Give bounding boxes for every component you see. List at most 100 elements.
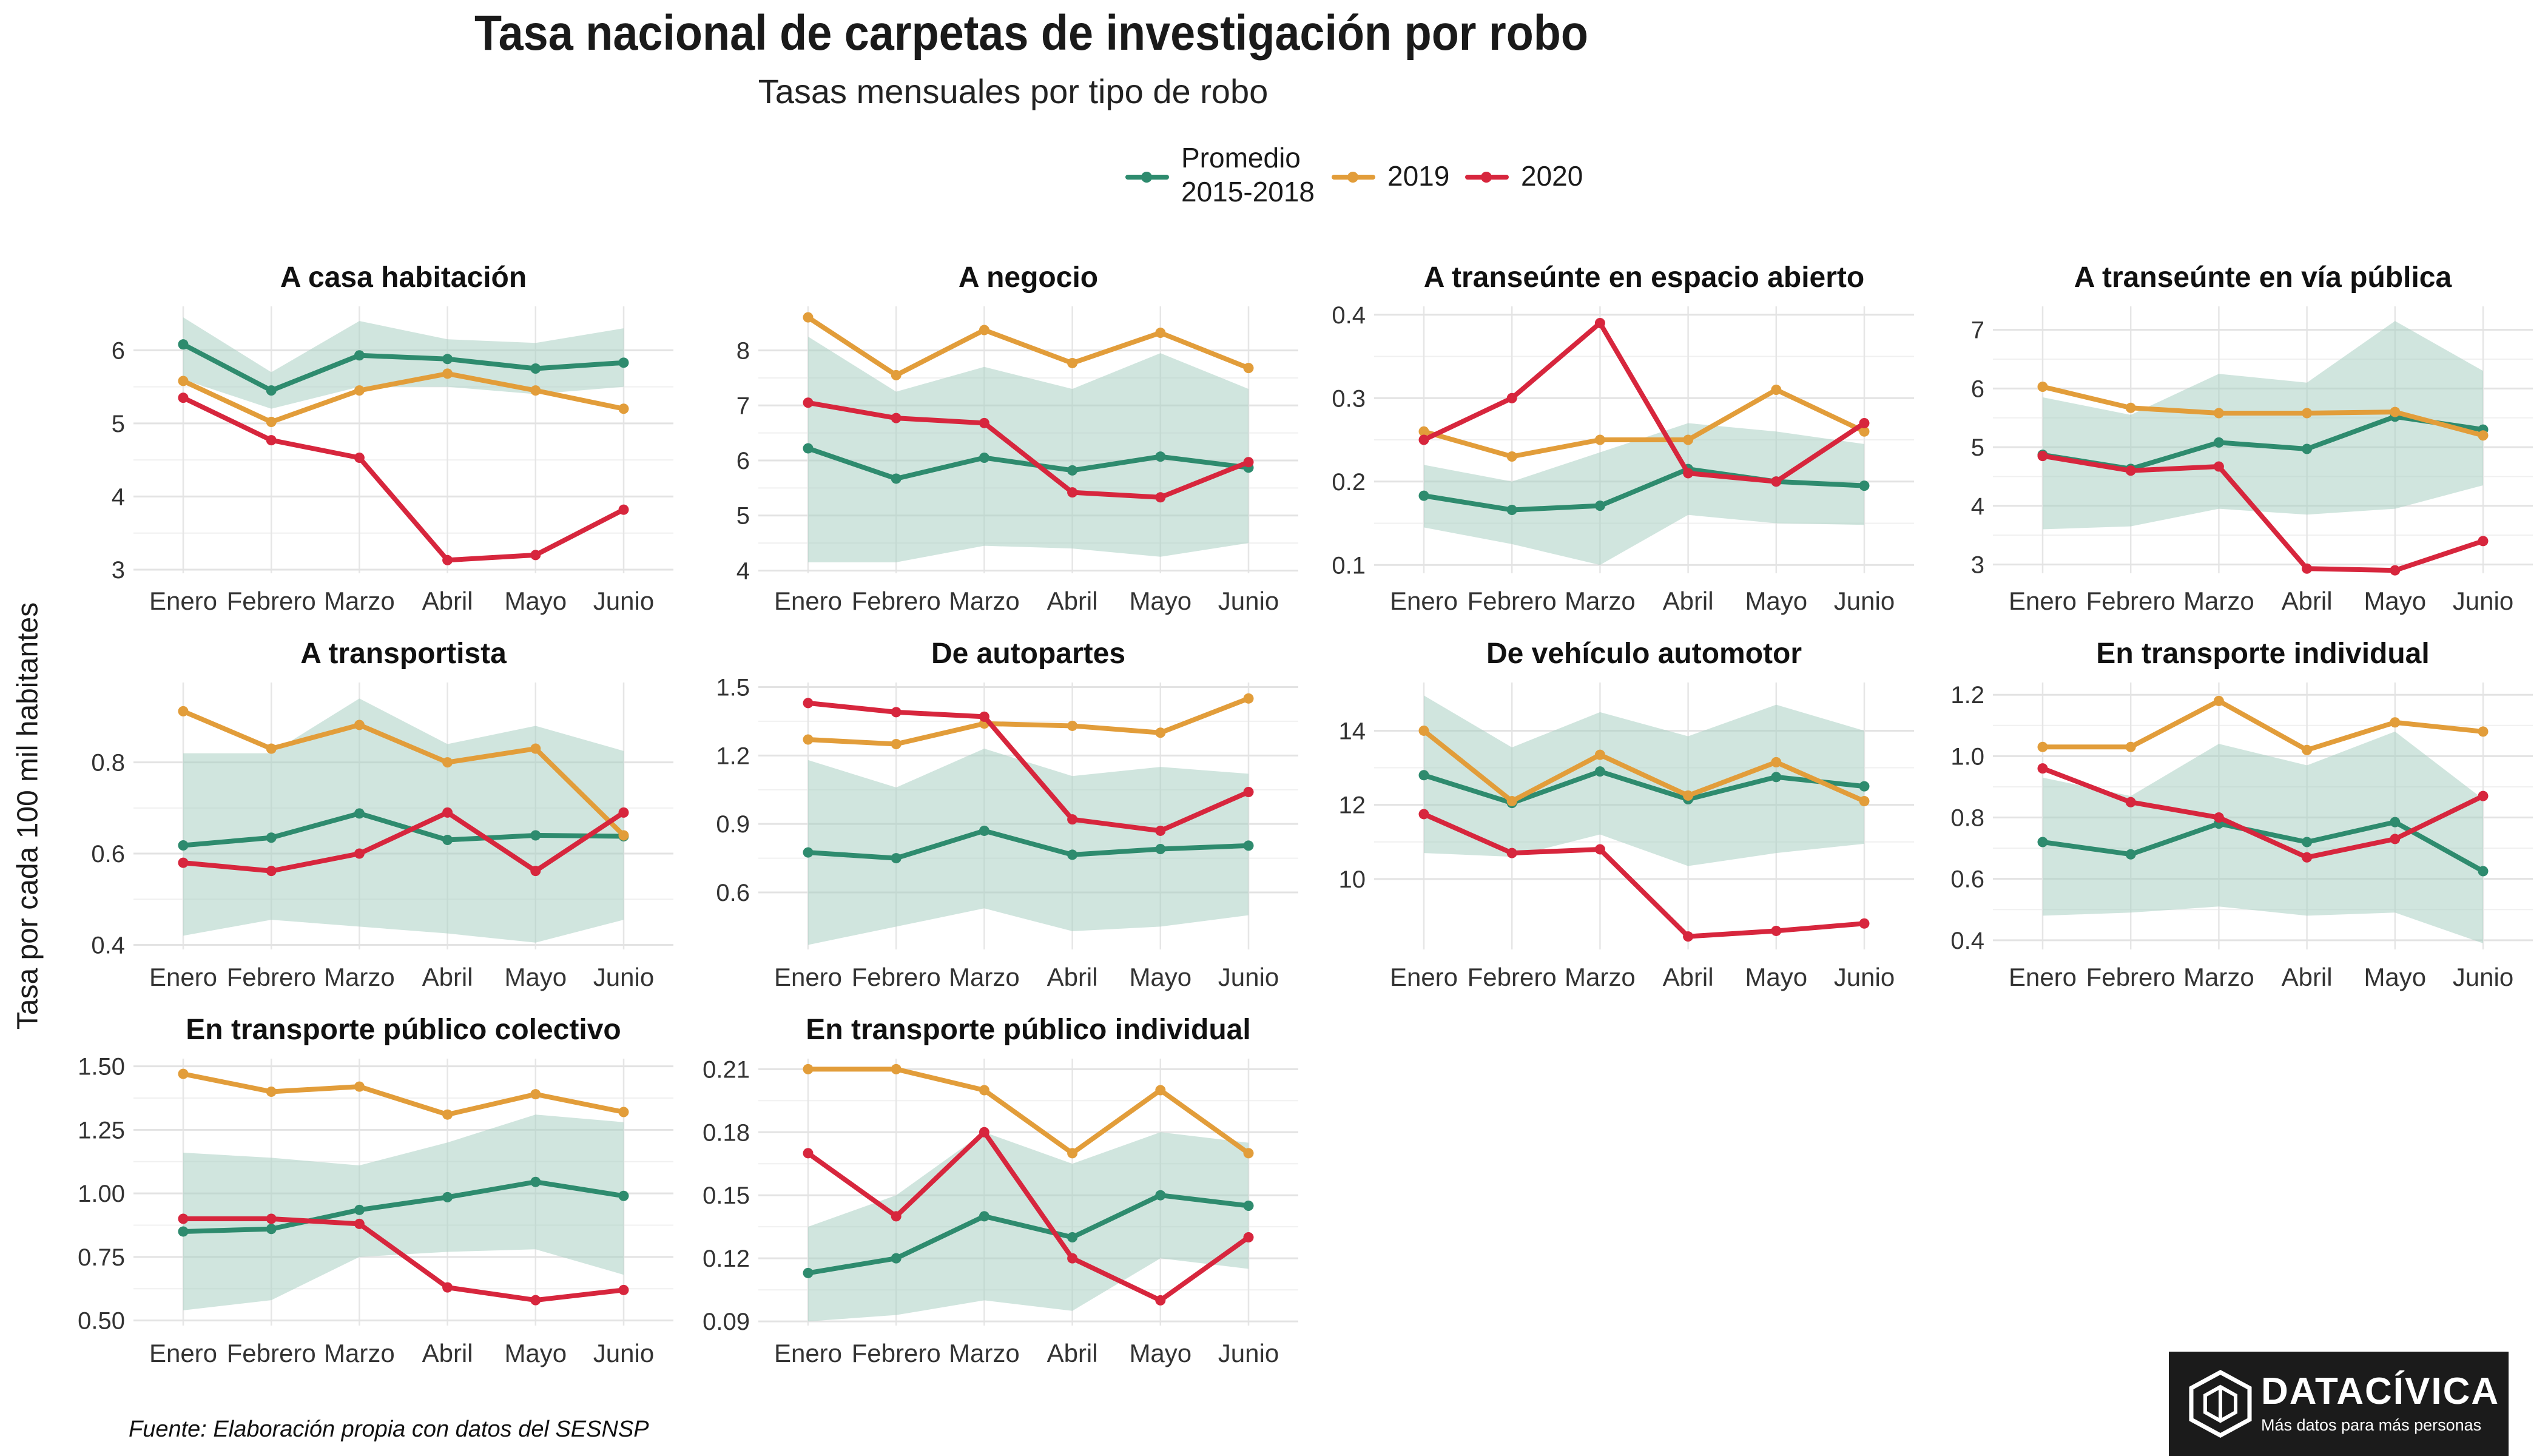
data-point-promedio bbox=[1859, 480, 1870, 491]
data-point-2020 bbox=[2037, 763, 2048, 774]
y-tick-label: 7 bbox=[736, 393, 750, 419]
data-point-2020 bbox=[803, 1148, 814, 1159]
data-point-2020 bbox=[530, 1295, 541, 1306]
data-point-2019 bbox=[1506, 796, 1517, 807]
data-point-2019 bbox=[1243, 693, 1254, 704]
data-point-2020 bbox=[1243, 1232, 1254, 1242]
x-tick-label: Junio bbox=[1218, 587, 1279, 615]
x-tick-label: Mayo bbox=[504, 1339, 567, 1367]
x-tick-label: Abril bbox=[1047, 963, 1098, 991]
data-point-2019 bbox=[2390, 717, 2401, 728]
data-point-promedio bbox=[891, 853, 902, 864]
y-tick-label: 6 bbox=[112, 337, 125, 364]
series-line-2020 bbox=[2040, 766, 2486, 860]
data-point-promedio bbox=[2037, 837, 2048, 848]
y-tick-label: 1.2 bbox=[1950, 682, 1984, 709]
series-line-2020 bbox=[1421, 811, 1867, 939]
panel-title: En transporte público colectivo bbox=[186, 1014, 621, 1046]
x-tick-label: Febrero bbox=[2086, 587, 2176, 615]
x-tick-label: Enero bbox=[774, 587, 842, 615]
data-point-2019 bbox=[618, 403, 629, 414]
data-point-2020 bbox=[354, 848, 365, 859]
data-point-2020 bbox=[1067, 814, 1078, 825]
x-tick-label: Febrero bbox=[227, 1339, 316, 1367]
series-line-2020 bbox=[181, 1216, 626, 1303]
data-point-2019 bbox=[1418, 725, 1429, 736]
x-tick-label: Mayo bbox=[1129, 1339, 1191, 1367]
series-line-2020 bbox=[806, 400, 1251, 500]
x-tick-label: Febrero bbox=[852, 1339, 941, 1367]
x-tick-label: Enero bbox=[1390, 963, 1458, 991]
data-point-promedio bbox=[266, 832, 277, 843]
panel-5: 0.4 0.6 0.8 Enero Febrero Marzo Abril Mayo Junio… bbox=[91, 638, 673, 991]
x-tick-label: Abril bbox=[422, 587, 473, 615]
data-point-2020 bbox=[1418, 809, 1429, 820]
series-line-2019 bbox=[806, 696, 1251, 747]
x-tick-label: Febrero bbox=[2086, 963, 2176, 991]
data-point-2019 bbox=[1243, 1148, 1254, 1159]
data-point-2020 bbox=[1155, 492, 1166, 503]
data-point-2020 bbox=[2390, 834, 2401, 844]
y-tick-label: 0.2 bbox=[1332, 469, 1366, 496]
range-band bbox=[183, 698, 624, 943]
data-point-promedio bbox=[891, 1253, 902, 1264]
data-point-2020 bbox=[2037, 451, 2048, 462]
x-tick-label: Abril bbox=[2282, 963, 2333, 991]
legend-label-2019: 2019 bbox=[1387, 160, 1450, 192]
x-tick-label: Enero bbox=[149, 587, 217, 615]
data-point-2020 bbox=[1859, 918, 1870, 929]
x-tick-label: Enero bbox=[2009, 963, 2077, 991]
y-tick-label: 14 bbox=[1339, 718, 1366, 744]
datacivica-logo: DATACÍVICA Más datos para más personas bbox=[2169, 1352, 2509, 1456]
x-tick-label: Abril bbox=[422, 963, 473, 991]
y-tick-label: 6 bbox=[736, 448, 750, 474]
series-line-2020 bbox=[2040, 453, 2486, 573]
data-point-2019 bbox=[1771, 757, 1782, 767]
series-line-promedio bbox=[181, 1179, 626, 1234]
range-band bbox=[2043, 321, 2483, 530]
series-line-promedio bbox=[806, 446, 1251, 481]
panel-10: 0.09 0.12 0.15 0.18 0.21 Enero Febrero Marzo Abr… bbox=[703, 1014, 1298, 1367]
panel-9: 0.50 0.75 1.00 1.25 1.50 Enero Febrero Marzo Abr… bbox=[78, 1014, 673, 1367]
data-point-2019 bbox=[803, 312, 814, 323]
x-tick-label: Febrero bbox=[852, 963, 941, 991]
data-point-promedio bbox=[618, 357, 629, 368]
x-tick-label: Enero bbox=[774, 963, 842, 991]
data-point-promedio bbox=[1067, 849, 1078, 860]
x-tick-label: Mayo bbox=[504, 587, 567, 615]
data-point-promedio bbox=[1243, 840, 1254, 851]
range-band bbox=[1424, 695, 1864, 866]
data-point-2019 bbox=[1243, 363, 1254, 374]
data-point-2020 bbox=[1594, 844, 1605, 855]
y-tick-label: 0.4 bbox=[91, 932, 125, 959]
panel-title: En transporte público individual bbox=[806, 1014, 1250, 1046]
data-point-promedio bbox=[979, 825, 989, 836]
panel-title: A transeúnte en espacio abierto bbox=[1424, 261, 1864, 294]
logo-tagline: Más datos para más personas bbox=[2261, 1416, 2482, 1434]
panel-3: 0.1 0.2 0.3 0.4 Enero Febrero Marzo Abril Mayo Ju… bbox=[1332, 261, 1914, 615]
source-note: Fuente: Elaboración propia con datos del… bbox=[129, 1417, 649, 1442]
y-tick-label: 0.8 bbox=[1950, 805, 1984, 832]
data-point-2019 bbox=[803, 1063, 814, 1074]
data-point-promedio bbox=[1418, 490, 1429, 501]
y-tick-label: 4 bbox=[736, 558, 750, 584]
legend-dot-promedio bbox=[1141, 172, 1152, 183]
data-point-promedio bbox=[2478, 866, 2489, 877]
series-line-2019 bbox=[1421, 728, 1867, 804]
y-tick-label: 0.9 bbox=[716, 811, 750, 838]
panel-6: 0.6 0.9 1.2 1.5 Enero Febrero Marzo Abril Mayo Ju… bbox=[716, 638, 1298, 991]
series-line-2020 bbox=[181, 810, 626, 874]
y-tick-label: 0.4 bbox=[1950, 928, 1984, 954]
panel-7: 10 12 14 Enero Febrero Marzo Abril Mayo Junio De … bbox=[1339, 638, 1914, 991]
data-point-promedio bbox=[618, 1190, 629, 1201]
x-tick-label: Marzo bbox=[1565, 587, 1636, 615]
y-tick-label: 8 bbox=[736, 338, 750, 365]
x-tick-label: Abril bbox=[1663, 963, 1714, 991]
data-point-2019 bbox=[178, 376, 189, 386]
data-point-2020 bbox=[2125, 465, 2136, 476]
range-band bbox=[808, 749, 1249, 945]
data-point-2019 bbox=[2478, 726, 2489, 737]
y-tick-label: 0.21 bbox=[703, 1056, 750, 1083]
y-tick-label: 0.6 bbox=[716, 880, 750, 906]
y-tick-label: 0.8 bbox=[91, 750, 125, 777]
